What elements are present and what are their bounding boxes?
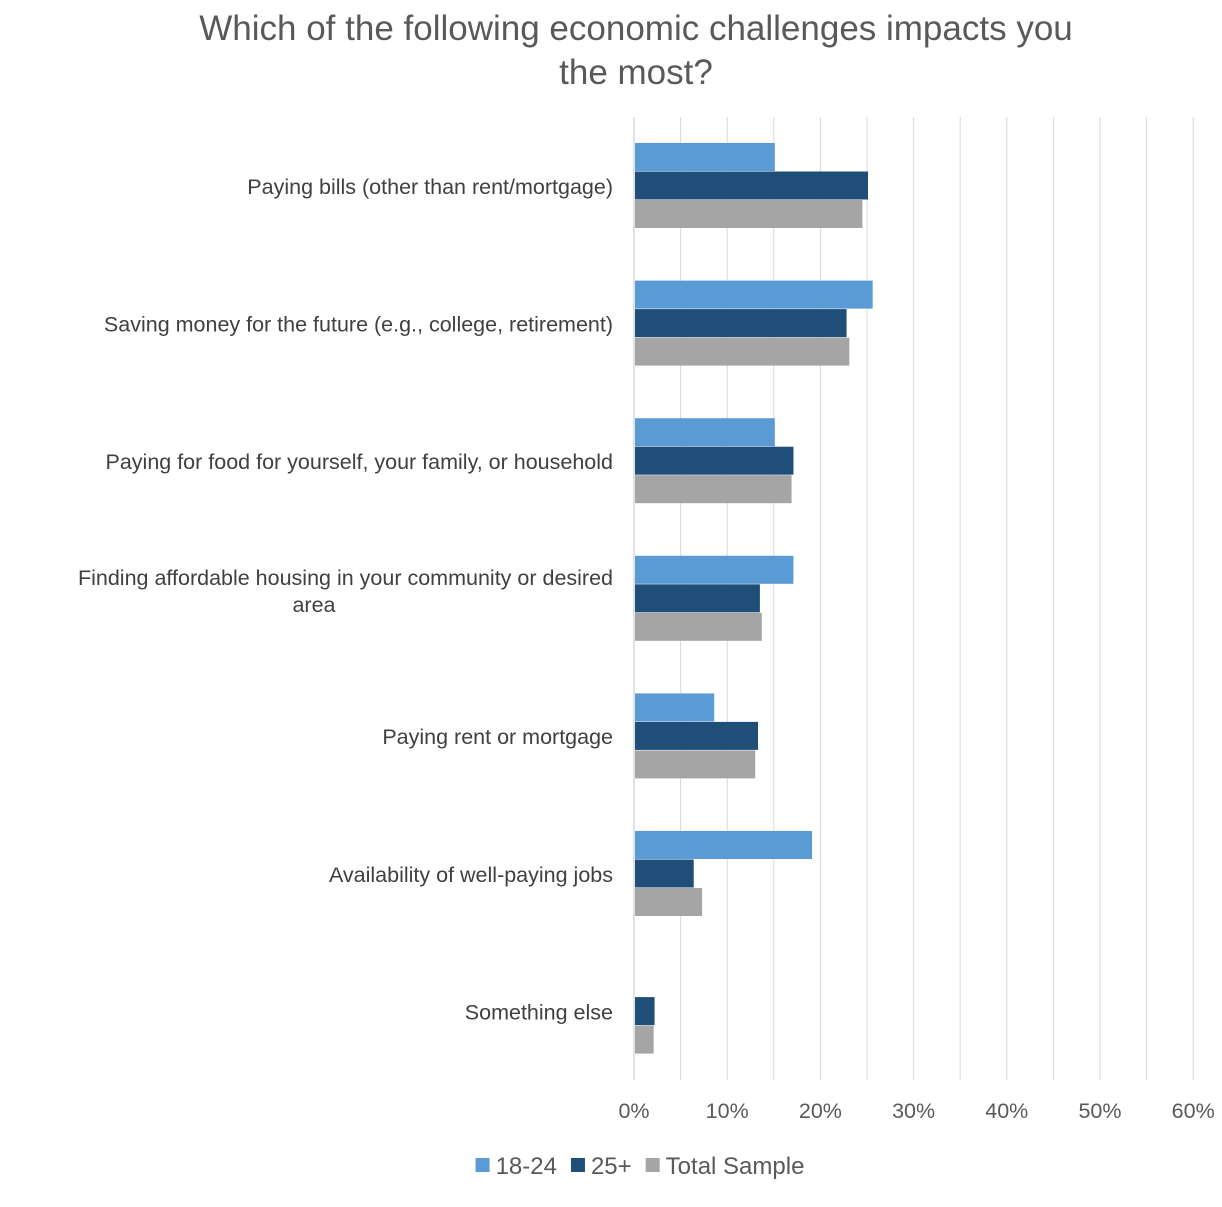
x-tick-label: 60%	[1172, 1099, 1215, 1123]
x-tick-label: 40%	[985, 1099, 1028, 1123]
bar-total-sample-5	[635, 888, 703, 916]
chart-title-line: Which of the following economic challeng…	[199, 9, 1073, 48]
legend-label: 25+	[591, 1153, 632, 1180]
bar-25--0	[635, 171, 868, 200]
bar-total-sample-6	[635, 1025, 654, 1054]
bar-total-sample-4	[635, 750, 756, 779]
bar-25--1	[635, 309, 847, 338]
chart-title: Which of the following economic challeng…	[199, 9, 1073, 92]
bar-total-sample-0	[635, 200, 863, 228]
legend-label: 18-24	[496, 1153, 557, 1180]
category-label: Paying rent or mortgage	[382, 725, 613, 749]
bar-total-sample-3	[635, 612, 762, 641]
bar-total-sample-2	[635, 475, 792, 504]
bar-18-24-5	[635, 831, 813, 859]
category-labels: Paying bills (other than rent/mortgage) S…	[78, 175, 613, 1025]
gridlines	[633, 117, 1194, 1080]
x-tick-label: 0%	[618, 1099, 649, 1123]
x-tick-label: 30%	[892, 1099, 935, 1123]
bar-25--5	[635, 859, 694, 888]
legend: 18-24 25+ Total Sample	[475, 1153, 805, 1180]
bars	[635, 143, 873, 1054]
x-axis-tick-labels: 0% 10% 20% 30% 40% 50% 60%	[618, 1099, 1214, 1123]
x-tick-label: 20%	[799, 1099, 842, 1123]
category-label: Paying for food for yourself, your famil…	[106, 450, 614, 474]
x-tick-label: 50%	[1078, 1099, 1121, 1123]
bar-18-24-3	[635, 555, 794, 584]
category-label: Something else	[465, 1000, 613, 1024]
bar-25--2	[635, 446, 794, 475]
category-label: Saving money for the future (e.g., colle…	[104, 312, 613, 336]
chart-title-line: the most?	[559, 53, 713, 92]
bar-18-24-1	[635, 280, 873, 309]
category-label: Paying bills (other than rent/mortgage)	[247, 175, 613, 199]
legend-swatch	[645, 1158, 660, 1172]
bar-18-24-4	[635, 693, 715, 722]
category-label: Finding affordable housing in your commu…	[78, 566, 613, 590]
legend-item-18-24: 18-24	[475, 1153, 557, 1180]
legend-swatch	[570, 1158, 585, 1172]
bar-18-24-0	[635, 143, 775, 171]
bar-25--4	[635, 721, 759, 750]
bar-25--6	[635, 997, 655, 1026]
category-label: Availability of well-paying jobs	[329, 863, 613, 887]
legend-item-25-: 25+	[570, 1153, 632, 1180]
category-label: area	[292, 593, 335, 617]
legend-item-total-sample: Total Sample	[645, 1153, 805, 1180]
legend-label: Total Sample	[666, 1153, 805, 1180]
bar-18-24-2	[635, 418, 775, 447]
bar-25--3	[635, 584, 760, 613]
legend-swatch	[475, 1158, 490, 1172]
bar-total-sample-1	[635, 337, 850, 366]
x-tick-label: 10%	[706, 1099, 749, 1123]
